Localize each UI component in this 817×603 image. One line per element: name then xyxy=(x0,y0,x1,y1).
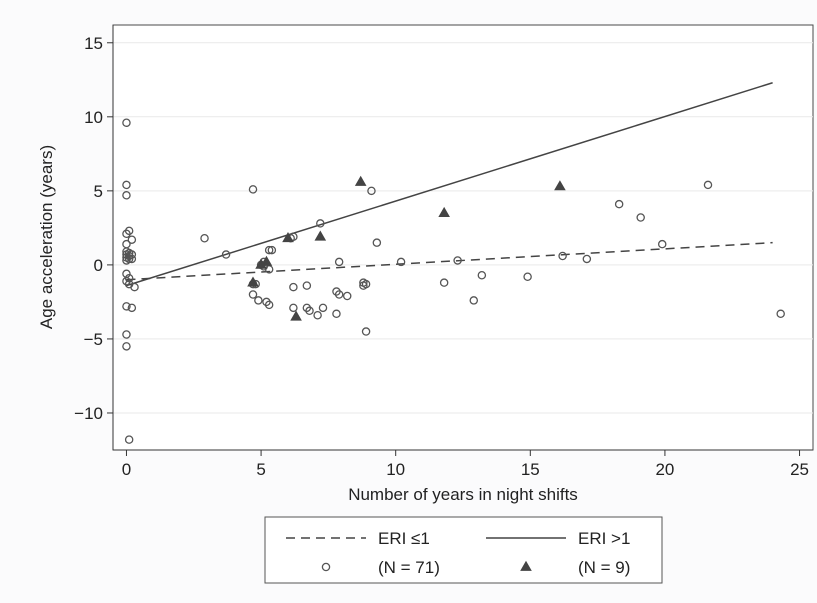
data-point-circle xyxy=(523,272,532,281)
data-point-circle xyxy=(302,281,312,290)
x-tick-label: 25 xyxy=(790,460,809,479)
x-tick-label: 10 xyxy=(386,460,405,479)
legend-label-eri-le-1: ERI ≤1 xyxy=(378,529,430,548)
data-point-circle xyxy=(127,235,137,244)
data-point-circle xyxy=(316,219,325,228)
data-point-circle xyxy=(264,245,274,255)
data-point-triangle xyxy=(354,175,367,186)
gridlines xyxy=(113,42,813,414)
data-point-circle xyxy=(130,282,139,292)
data-point-circle xyxy=(124,254,134,264)
data-point-circle xyxy=(558,251,567,261)
axes xyxy=(112,25,813,451)
data-point-circle xyxy=(776,309,785,319)
data-point-circle xyxy=(200,233,209,243)
data-point-circle xyxy=(361,327,371,336)
data-point-triangle xyxy=(554,180,566,191)
legend-circle-marker xyxy=(321,562,331,572)
data-point-circle xyxy=(122,180,131,190)
x-tick-label: 0 xyxy=(122,460,131,479)
legend-box xyxy=(264,516,663,584)
data-point-circle xyxy=(122,302,131,311)
data-point-circle xyxy=(122,342,131,351)
data-point-triangle xyxy=(438,206,450,217)
data-point-circle xyxy=(703,180,713,190)
data-point-circle xyxy=(614,199,624,209)
legend-triangle-marker xyxy=(520,560,532,571)
data-point-circle xyxy=(127,303,137,313)
data-point-circle xyxy=(469,296,479,305)
data-point-circle xyxy=(122,191,131,200)
data-points xyxy=(122,118,785,444)
y-tick-label: 0 xyxy=(94,256,103,275)
data-point-circle xyxy=(289,282,298,292)
data-point-circle xyxy=(221,250,231,259)
fit-line-eri-le-1 xyxy=(126,241,773,281)
data-point-circle xyxy=(334,257,344,267)
plot-area xyxy=(112,24,814,451)
y-tick-label: −5 xyxy=(84,330,103,349)
data-point-circle xyxy=(122,330,131,339)
data-point-circle xyxy=(313,310,322,320)
y-tick-label: 10 xyxy=(84,108,103,127)
data-point-circle xyxy=(318,303,328,313)
data-point-circle xyxy=(127,254,137,264)
data-point-circle xyxy=(254,296,263,305)
fit-lines xyxy=(126,82,773,287)
data-point-triangle xyxy=(260,255,273,266)
data-point-circle xyxy=(396,257,406,267)
data-point-circle xyxy=(305,306,314,316)
data-point-triangle xyxy=(282,232,294,243)
fit-line-eri-gt-1 xyxy=(126,82,773,287)
data-point-circle xyxy=(582,254,592,264)
legend-label-n71: (N = 71) xyxy=(378,558,440,577)
data-point-circle xyxy=(264,300,274,310)
data-point-circle xyxy=(248,290,258,299)
y-axis-label: Age acceleration (years) xyxy=(37,145,56,329)
y-tick-label: 5 xyxy=(94,182,103,201)
data-point-circle xyxy=(124,226,134,236)
data-point-circle xyxy=(122,118,131,127)
data-point-circle xyxy=(439,278,449,287)
x-tick-label: 5 xyxy=(256,460,265,479)
data-point-triangle xyxy=(290,310,302,321)
data-point-circle xyxy=(657,239,667,249)
data-point-circle xyxy=(636,213,645,222)
data-point-circle xyxy=(267,245,277,255)
legend-label-n9: (N = 9) xyxy=(578,558,630,577)
data-point-triangle xyxy=(314,230,327,241)
data-point-circle xyxy=(372,238,382,247)
data-point-circle xyxy=(248,185,258,194)
data-point-circle xyxy=(367,186,376,196)
x-tick-label: 15 xyxy=(521,460,540,479)
data-point-circle xyxy=(124,435,134,444)
y-tick-label: −10 xyxy=(74,404,103,423)
legend-label-eri-gt-1: ERI >1 xyxy=(578,529,630,548)
data-point-circle xyxy=(361,279,371,289)
data-point-circle xyxy=(334,290,344,299)
y-tick-label: 15 xyxy=(84,34,103,53)
data-point-circle xyxy=(127,250,137,259)
data-point-circle xyxy=(477,271,487,280)
data-point-circle xyxy=(332,309,341,319)
data-point-circle xyxy=(453,256,462,265)
legend: ERI ≤1 ERI >1 (N = 71) (N = 9) xyxy=(264,516,663,584)
data-point-triangle xyxy=(247,276,259,287)
x-axis-label: Number of years in night shifts xyxy=(348,485,578,504)
data-point-circle xyxy=(342,291,352,301)
data-point-circle xyxy=(289,303,298,313)
x-tick-label: 20 xyxy=(655,460,674,479)
ticks: 15 10 5 0 −5 −10 0 5 10 15 20 25 xyxy=(74,34,809,479)
